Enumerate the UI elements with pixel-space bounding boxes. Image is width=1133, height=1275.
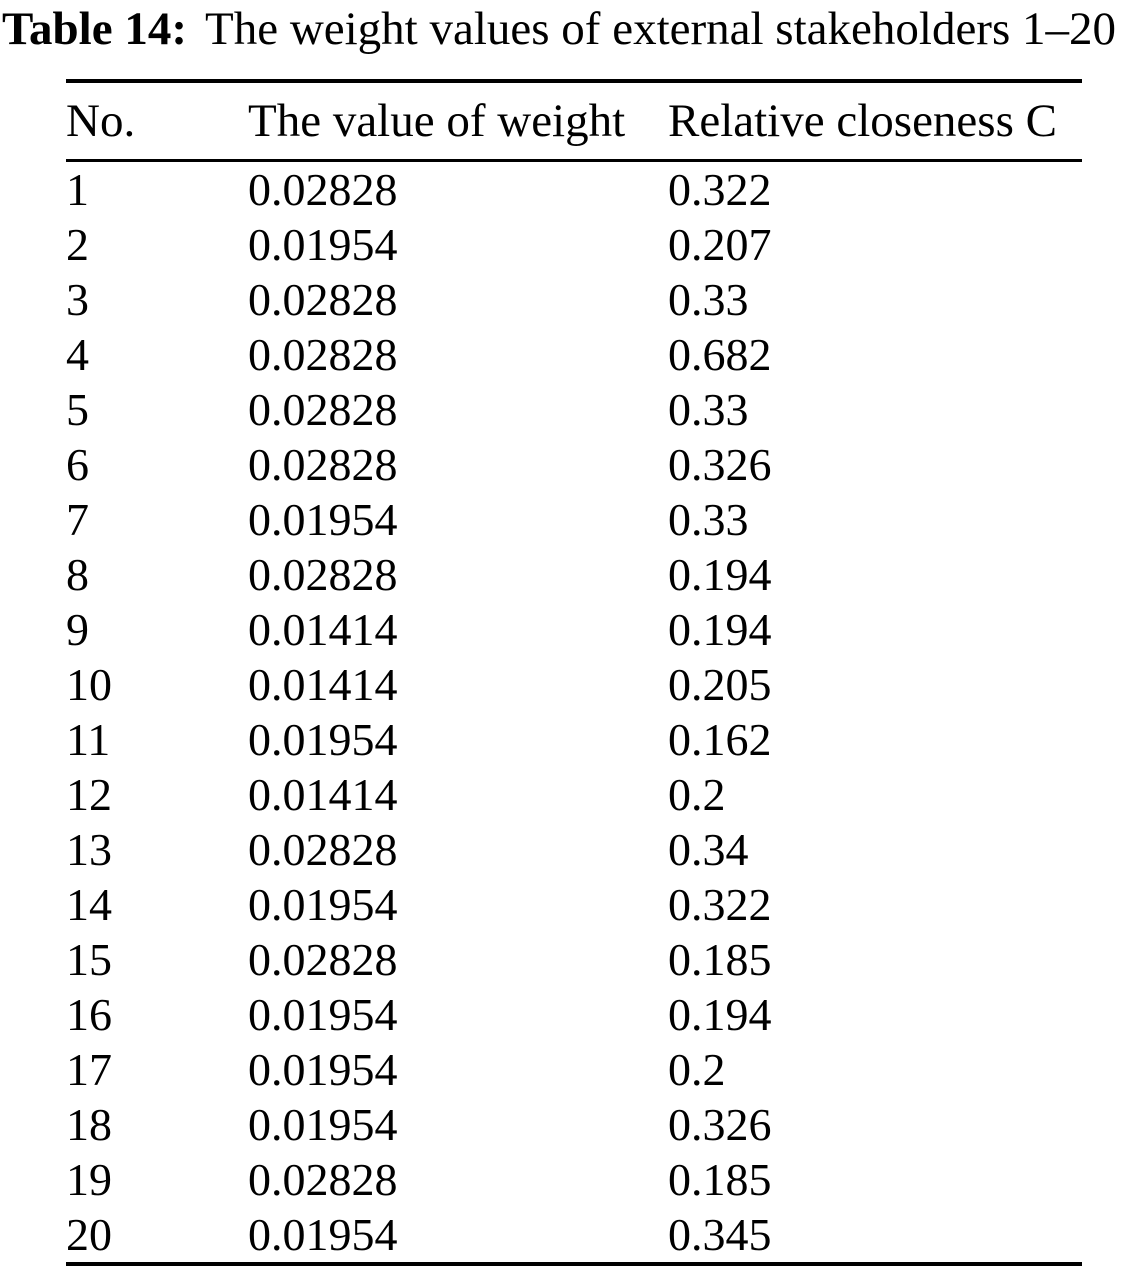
cell-closeness: 0.162 (668, 714, 772, 766)
table-row: 16 0.01954 0.194 (66, 987, 1082, 1042)
table-row: 19 0.02828 0.185 (66, 1152, 1082, 1207)
cell-no: 9 (66, 604, 89, 656)
column-header-weight: The value of weight (248, 81, 668, 163)
cell-closeness: 0.207 (668, 219, 772, 271)
cell-weight: 0.01954 (248, 989, 398, 1041)
cell-weight: 0.01954 (248, 714, 398, 766)
cell-weight: 0.01414 (248, 769, 398, 821)
cell-weight: 0.02828 (248, 329, 398, 381)
table-row: 2 0.01954 0.207 (66, 217, 1082, 272)
cell-closeness: 0.194 (668, 989, 772, 1041)
cell-no: 7 (66, 494, 89, 546)
cell-no: 18 (66, 1099, 112, 1151)
cell-weight: 0.01954 (248, 1209, 398, 1261)
table-row: 1 0.02828 0.322 (66, 161, 1082, 218)
table-row: 5 0.02828 0.33 (66, 382, 1082, 437)
cell-weight: 0.01414 (248, 659, 398, 711)
cell-closeness: 0.326 (668, 1099, 772, 1151)
cell-no: 10 (66, 659, 112, 711)
table-row: 20 0.01954 0.345 (66, 1207, 1082, 1264)
cell-no: 1 (66, 164, 89, 216)
cell-no: 6 (66, 439, 89, 491)
cell-weight: 0.01954 (248, 219, 398, 271)
table-row: 13 0.02828 0.34 (66, 822, 1082, 877)
cell-closeness: 0.185 (668, 1154, 772, 1206)
column-header-closeness: Relative closeness C (668, 81, 1082, 163)
cell-weight: 0.01954 (248, 879, 398, 931)
table-row: 12 0.01414 0.2 (66, 767, 1082, 822)
cell-closeness: 0.33 (668, 274, 749, 326)
table-row: 7 0.01954 0.33 (66, 492, 1082, 547)
cell-no: 3 (66, 274, 89, 326)
table-row: 4 0.02828 0.682 (66, 327, 1082, 382)
cell-closeness: 0.322 (668, 879, 772, 931)
cell-no: 14 (66, 879, 112, 931)
table-row: 17 0.01954 0.2 (66, 1042, 1082, 1097)
table-body: 1 0.02828 0.322 2 0.01954 0.207 3 0.02828 0.33 4 0… (66, 161, 1082, 1265)
table-title: Table 14: The weight values of external s… (2, 0, 1133, 57)
table-number-label: Table 14: (2, 3, 187, 55)
cell-weight: 0.01954 (248, 1044, 398, 1096)
cell-weight: 0.01954 (248, 494, 398, 546)
cell-no: 5 (66, 384, 89, 436)
cell-weight: 0.02828 (248, 439, 398, 491)
cell-weight: 0.02828 (248, 384, 398, 436)
cell-closeness: 0.322 (668, 164, 772, 216)
cell-no: 16 (66, 989, 112, 1041)
cell-weight: 0.01414 (248, 604, 398, 656)
table-row: 18 0.01954 0.326 (66, 1097, 1082, 1152)
cell-closeness: 0.194 (668, 604, 772, 656)
table-row: 11 0.01954 0.162 (66, 712, 1082, 767)
cell-closeness: 0.345 (668, 1209, 772, 1261)
weights-table: No. The value of weight Relative closene… (66, 79, 1082, 1267)
table-row: 6 0.02828 0.326 (66, 437, 1082, 492)
cell-weight: 0.02828 (248, 549, 398, 601)
cell-closeness: 0.34 (668, 824, 749, 876)
table-row: 9 0.01414 0.194 (66, 602, 1082, 657)
table-caption-text: The weight values of external stakeholde… (205, 3, 1116, 55)
cell-weight: 0.02828 (248, 164, 398, 216)
cell-no: 12 (66, 769, 112, 821)
cell-no: 11 (66, 714, 111, 766)
table-header: No. The value of weight Relative closene… (66, 81, 1082, 163)
table-row: 3 0.02828 0.33 (66, 272, 1082, 327)
table-row: 14 0.01954 0.322 (66, 877, 1082, 932)
column-header-no: No. (66, 81, 248, 163)
cell-weight: 0.02828 (248, 824, 398, 876)
header-row: No. The value of weight Relative closene… (66, 81, 1082, 163)
cell-no: 15 (66, 934, 112, 986)
cell-no: 4 (66, 329, 89, 381)
cell-closeness: 0.33 (668, 494, 749, 546)
table-row: 15 0.02828 0.185 (66, 932, 1082, 987)
cell-weight: 0.02828 (248, 1154, 398, 1206)
cell-closeness: 0.2 (668, 769, 726, 821)
table-row: 10 0.01414 0.205 (66, 657, 1082, 712)
table-row: 8 0.02828 0.194 (66, 547, 1082, 602)
cell-closeness: 0.185 (668, 934, 772, 986)
cell-no: 13 (66, 824, 112, 876)
cell-closeness: 0.2 (668, 1044, 726, 1096)
cell-closeness: 0.194 (668, 549, 772, 601)
cell-no: 2 (66, 219, 89, 271)
cell-no: 17 (66, 1044, 112, 1096)
cell-closeness: 0.682 (668, 329, 772, 381)
cell-closeness: 0.326 (668, 439, 772, 491)
cell-closeness: 0.205 (668, 659, 772, 711)
cell-no: 20 (66, 1209, 112, 1261)
cell-weight: 0.01954 (248, 1099, 398, 1151)
cell-weight: 0.02828 (248, 934, 398, 986)
cell-closeness: 0.33 (668, 384, 749, 436)
cell-weight: 0.02828 (248, 274, 398, 326)
cell-no: 8 (66, 549, 89, 601)
cell-no: 19 (66, 1154, 112, 1206)
